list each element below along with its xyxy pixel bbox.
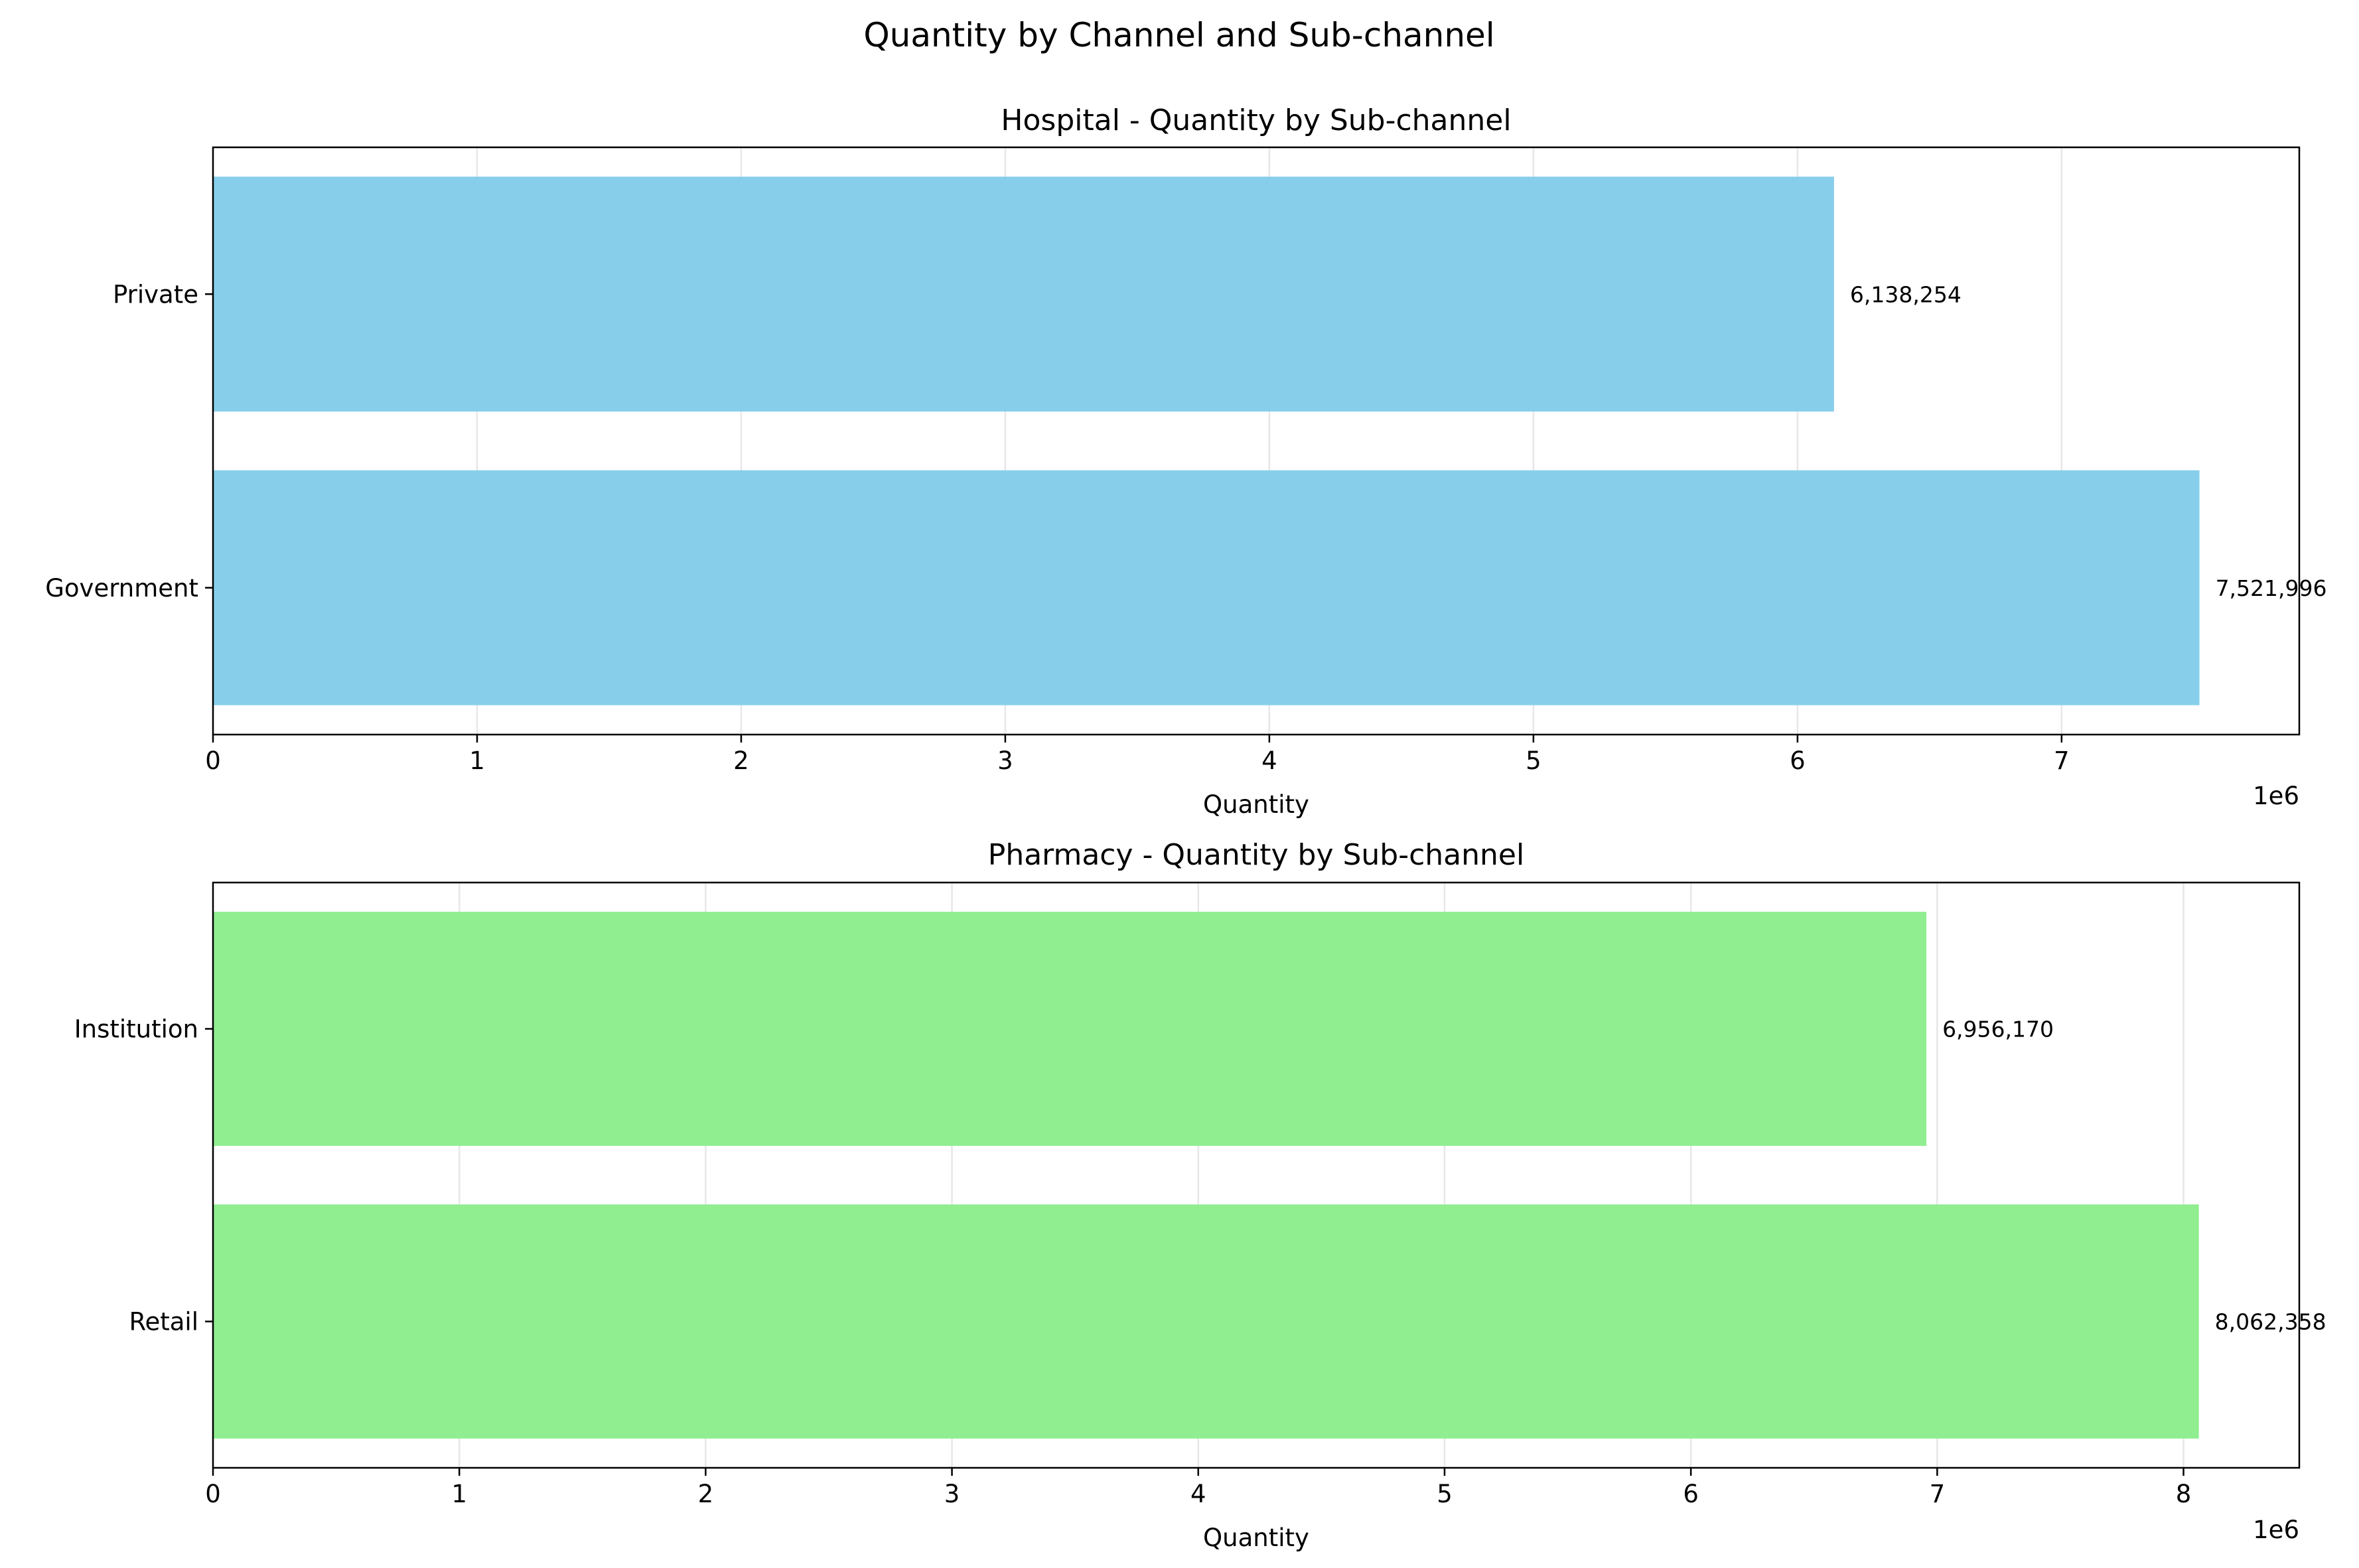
hospital-x-tick-label: 2 <box>733 747 749 775</box>
hospital-x-tick-label: 1 <box>469 747 485 775</box>
pharmacy-bars <box>213 912 2199 1439</box>
pharmacy-bar-institution <box>213 912 1927 1146</box>
hospital-x-tick-label: 6 <box>1790 747 1806 775</box>
hospital-value-labels: 7,521,996 6,138,254 <box>1850 281 2327 601</box>
pharmacy-value-label-institution: 6,956,170 <box>1942 1017 2054 1042</box>
pharmacy-x-axis-label: Quantity <box>1203 1524 1309 1552</box>
pharmacy-category-label-institution: Institution <box>74 1015 198 1044</box>
hospital-bars <box>213 177 2200 705</box>
hospital-value-label-private: 6,138,254 <box>1850 281 1962 307</box>
pharmacy-subplot: Pharmacy - Quantity by Sub-channel 0 1 2 3 4… <box>74 838 2326 1552</box>
pharmacy-x-tick-label: 8 <box>2176 1480 2192 1508</box>
hospital-category-label-government: Government <box>45 574 198 603</box>
pharmacy-x-tick-label: 0 <box>205 1480 221 1508</box>
hospital-x-ticks: 0 1 2 3 4 5 6 7 <box>205 735 2070 775</box>
pharmacy-x-tick-label: 4 <box>1190 1480 1206 1508</box>
pharmacy-x-tick-label: 1 <box>451 1480 467 1508</box>
hospital-x-axis-label: Quantity <box>1203 790 1309 819</box>
pharmacy-subplot-title: Pharmacy - Quantity by Sub-channel <box>988 838 1524 872</box>
pharmacy-x-offset-label: 1e6 <box>2253 1516 2299 1544</box>
hospital-bar-government <box>213 470 2200 705</box>
hospital-category-label-private: Private <box>113 280 198 309</box>
hospital-y-ticks: Government Private <box>45 280 213 603</box>
pharmacy-x-tick-label: 3 <box>944 1480 960 1508</box>
hospital-subplot-title: Hospital - Quantity by Sub-channel <box>1001 104 1511 137</box>
pharmacy-value-labels: 8,062,358 6,956,170 <box>1942 1017 2326 1335</box>
hospital-plot-frame <box>212 146 2301 736</box>
pharmacy-x-tick-label: 7 <box>1930 1480 1946 1508</box>
hospital-x-tick-label: 7 <box>2054 747 2070 775</box>
hospital-x-offset-label: 1e6 <box>2253 782 2299 810</box>
figure-title: Quantity by Channel and Sub-channel <box>863 16 1494 54</box>
pharmacy-y-ticks: Retail Institution <box>74 1015 213 1336</box>
pharmacy-bar-retail <box>213 1204 2199 1439</box>
hospital-x-tick-label: 4 <box>1261 747 1277 775</box>
pharmacy-x-ticks: 0 1 2 3 4 5 6 7 8 <box>205 1468 2191 1508</box>
pharmacy-x-tick-label: 6 <box>1683 1480 1699 1508</box>
pharmacy-plot-frame <box>212 881 2301 1469</box>
hospital-x-tick-label: 5 <box>1526 747 1541 775</box>
pharmacy-x-tick-label: 5 <box>1437 1480 1453 1508</box>
hospital-x-tick-label: 0 <box>205 747 221 775</box>
pharmacy-x-tick-label: 2 <box>698 1480 714 1508</box>
hospital-bar-private <box>213 177 1834 412</box>
pharmacy-value-label-retail: 8,062,358 <box>2215 1309 2326 1335</box>
hospital-value-label-government: 7,521,996 <box>2216 575 2327 601</box>
pharmacy-category-label-retail: Retail <box>129 1308 198 1336</box>
hospital-x-tick-label: 3 <box>997 747 1013 775</box>
hospital-subplot: Hospital - Quantity by Sub-channel 0 1 2 3 4… <box>45 104 2326 819</box>
